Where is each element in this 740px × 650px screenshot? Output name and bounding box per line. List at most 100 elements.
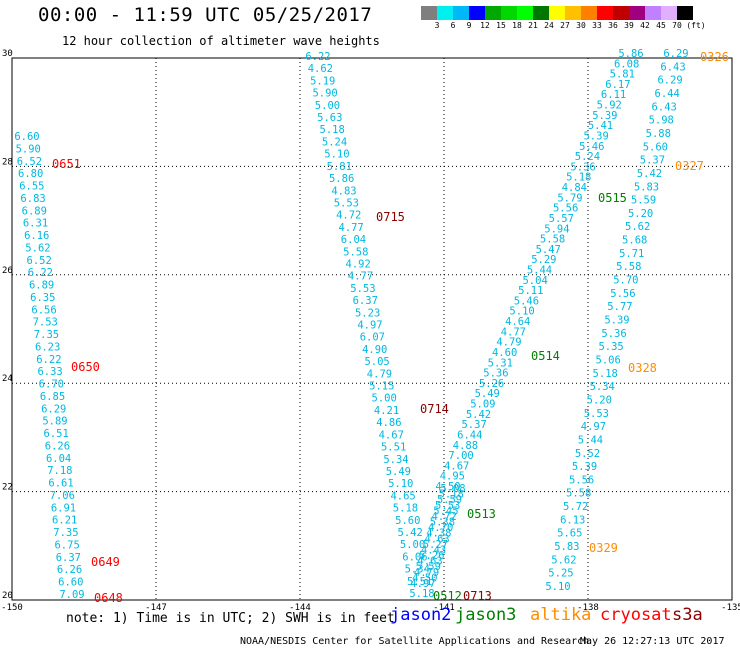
wave-height-value: 6.37: [56, 552, 81, 564]
satellite-legend-jason3: jason3: [455, 605, 517, 625]
pass-label-jason3: 0515: [598, 191, 627, 205]
wave-height-value: 6.22: [28, 267, 53, 279]
satellite-legend-cryosat: cryosat: [600, 605, 672, 625]
color-scale-label: 21: [528, 21, 538, 30]
lon-tick-label: -135: [721, 603, 740, 613]
wave-height-value: 4.67: [444, 460, 469, 472]
wave-height-value: 4.92: [346, 258, 371, 270]
wave-height-value: 6.07: [360, 332, 385, 344]
wave-height-value: 6.83: [20, 193, 45, 205]
wave-height-value: 5.24: [575, 151, 600, 163]
lat-tick-label: 26: [2, 266, 13, 276]
wave-height-value: 5.81: [610, 69, 635, 81]
lon-tick-label: -147: [145, 603, 167, 613]
color-scale-swatch: [645, 6, 661, 20]
wave-height-value: 6.21: [52, 515, 77, 527]
wave-height-value: 5.65: [557, 528, 582, 540]
wave-height-value: 6.29: [41, 403, 66, 415]
wave-height-value: 5.81: [327, 161, 352, 173]
wave-height-value: 5.58: [540, 234, 565, 246]
wave-height-value: 6.06: [402, 551, 427, 563]
pass-label-jason3: 0513: [467, 507, 496, 521]
wave-height-value: 5.36: [570, 161, 595, 173]
wave-height-value: 5.34: [590, 381, 615, 393]
color-scale-swatch: [453, 6, 469, 20]
color-scale-label: 18: [512, 21, 522, 30]
wave-height-value: 4.63: [424, 533, 449, 545]
wave-height-value: 5.36: [483, 368, 508, 380]
color-scale-swatch: [437, 6, 453, 20]
wave-height-value: 6.51: [44, 428, 69, 440]
wave-height-value: 6.80: [18, 168, 43, 180]
wave-height-value: 4.67: [379, 429, 404, 441]
wave-height-value: 5.59: [416, 561, 441, 573]
color-scale-label: 27: [560, 21, 570, 30]
color-scale-label: 39: [624, 21, 634, 30]
pass-label-altika: 0326: [700, 50, 729, 64]
pass-label-jason3: 0514: [531, 349, 560, 363]
lon-tick-label: -141: [433, 603, 455, 613]
wave-height-value: 5.39: [604, 315, 629, 327]
wave-height-value: 7.35: [34, 329, 59, 341]
wave-height-value: 4.88: [453, 440, 478, 452]
wave-height-value: 4.38: [426, 528, 451, 540]
wave-height-value: 5.79: [557, 192, 582, 204]
wave-height-value: 4.86: [376, 417, 401, 429]
pass-label-cryosat: 0650: [71, 360, 100, 374]
color-scale-label: 24: [544, 21, 554, 30]
wave-height-value: 5.47: [536, 244, 561, 256]
color-scale-swatch: [629, 6, 645, 20]
wave-height-value: 6.16: [24, 230, 49, 242]
wave-height-value: 6.31: [23, 218, 48, 230]
wave-height-value: 5.60: [395, 515, 420, 527]
wave-height-value: 5.72: [563, 501, 588, 513]
pass-label-altika: 0329: [589, 541, 618, 555]
wave-height-value: 6.61: [48, 478, 73, 490]
wave-height-value: 6.44: [655, 88, 680, 100]
wave-height-value: 4.72: [432, 511, 457, 523]
color-scale-swatch: [533, 6, 549, 20]
wave-height-value: 4.62: [308, 63, 333, 75]
wave-height-value: 4.97: [581, 421, 606, 433]
wave-height-value: 5.62: [25, 242, 50, 254]
wave-height-value: 7.09: [59, 589, 84, 601]
wave-height-value: 5.34: [405, 564, 430, 576]
wave-height-value: 5.39: [583, 130, 608, 142]
lat-tick-label: 30: [2, 49, 13, 59]
wave-height-value: 7.00: [448, 450, 473, 462]
wave-height-value: 4.43: [421, 544, 446, 556]
wave-height-value: 5.44: [527, 265, 552, 277]
color-scale-label: 12: [480, 21, 490, 30]
wave-height-value: 5.26: [479, 378, 504, 390]
wave-height-value: 5.25: [548, 568, 573, 580]
lon-tick-label: -144: [289, 603, 311, 613]
wave-height-value: 6.17: [605, 79, 630, 91]
wave-height-value: 5.53: [334, 197, 359, 209]
wave-height-value: 4.50: [412, 572, 437, 584]
wave-height-value: 5.44: [578, 434, 603, 446]
color-scale-swatch: [501, 6, 517, 20]
satellite-legend-s3a: s3a: [672, 605, 703, 625]
pass-label-cryosat: 0649: [91, 555, 120, 569]
wave-height-value: 5.70: [613, 275, 638, 287]
wave-height-value: 5.57: [549, 213, 574, 225]
wave-height-value: 5.83: [554, 541, 579, 553]
wave-height-value: 5.63: [317, 112, 342, 124]
wave-height-value: 5.00: [315, 100, 340, 112]
wave-height-value: 4.97: [410, 578, 435, 590]
wave-height-value: 6.22: [305, 51, 330, 63]
wave-height-value: 6.56: [31, 304, 56, 316]
wave-height-value: 5.18: [409, 588, 434, 600]
pass-label-s3a: 0715: [376, 210, 405, 224]
wave-height-value: 4.84: [562, 182, 587, 194]
satellite-legend-jason2: jason2: [390, 605, 452, 625]
wave-height-value: 6.60: [14, 131, 39, 143]
wave-height-value: 6.52: [27, 255, 52, 267]
lat-tick-label: 28: [2, 157, 13, 167]
pass-label-s3a: 0713: [463, 589, 492, 603]
wave-height-value: 5.58: [566, 488, 591, 500]
wave-height-value: 5.59: [437, 494, 462, 506]
wave-height-value: 5.05: [364, 356, 389, 368]
lat-tick-label: 22: [2, 483, 13, 493]
